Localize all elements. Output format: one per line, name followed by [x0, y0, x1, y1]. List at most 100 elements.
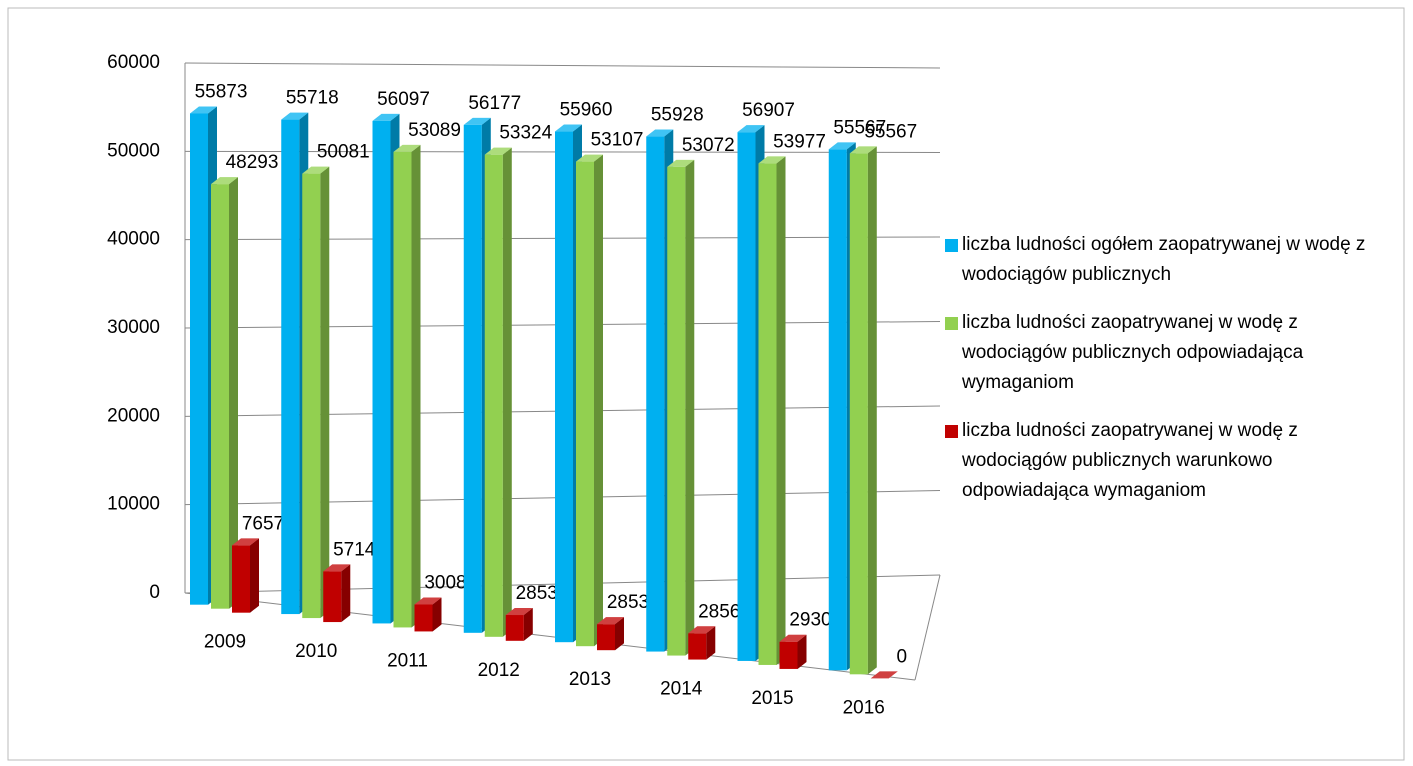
value-label: 7657 [242, 513, 284, 534]
bar-side [502, 147, 512, 637]
bar-side [320, 166, 330, 619]
bar-side [867, 146, 877, 675]
bar-top [828, 142, 856, 150]
bar-side [523, 608, 533, 641]
value-label: 50081 [317, 142, 370, 163]
legend-label: liczba ludności zaopatrywanej w wodę z w… [962, 420, 1298, 501]
value-label: 53324 [499, 123, 552, 144]
bar-top [555, 124, 582, 132]
bar-front [281, 119, 300, 615]
bar-shade [685, 159, 695, 656]
bar-front [576, 161, 594, 647]
bar-top-shade [646, 129, 674, 137]
bar-top-shade [688, 626, 716, 634]
bar [414, 597, 442, 632]
y-tick-label: 0 [149, 582, 160, 603]
bar-side [432, 597, 442, 632]
y-tick-label: 10000 [107, 494, 160, 515]
value-label: 53072 [682, 135, 735, 156]
bar-side [229, 177, 238, 609]
bar-front [737, 132, 756, 661]
bar [779, 634, 807, 669]
bar-front [758, 163, 777, 665]
bar-shade [523, 608, 533, 641]
bar [323, 564, 351, 623]
bar-front [414, 604, 433, 632]
value-label: 55567 [864, 121, 917, 142]
bar-front [372, 120, 391, 624]
bar-front [232, 545, 250, 613]
bar-front [667, 166, 686, 656]
value-label: 2853 [516, 583, 558, 604]
bar-top-shade [484, 147, 512, 155]
bar-side [615, 617, 624, 651]
bar-shade [706, 626, 716, 660]
bar-top [302, 166, 330, 174]
bar-top [758, 156, 786, 164]
value-label: 3008 [424, 573, 466, 594]
bar-top [211, 177, 238, 185]
value-label: 56177 [468, 93, 521, 114]
value-label: 0 [896, 646, 907, 667]
bar [576, 154, 603, 647]
value-label: 2930 [789, 610, 831, 631]
bar-top-shade [505, 608, 533, 616]
y-tick-label: 20000 [107, 405, 160, 426]
bar-top-shade [870, 671, 898, 679]
bar-side [685, 159, 695, 656]
bar-top [323, 564, 351, 572]
value-label: 2856 [698, 601, 740, 622]
bar-top [414, 597, 442, 605]
y-tick-label: 50000 [107, 140, 160, 161]
bar-shade [320, 166, 330, 619]
value-label: 56097 [377, 89, 430, 110]
bar [232, 538, 259, 613]
bar [870, 671, 898, 679]
y-tick-label: 60000 [107, 52, 160, 73]
bar-top-shade [281, 112, 309, 120]
x-tick-label: 2013 [569, 669, 611, 690]
bar-front [646, 136, 665, 652]
bar-top-shade [372, 113, 400, 121]
bar-top-shade [463, 117, 491, 125]
bar-top [232, 538, 259, 546]
legend-swatch [945, 425, 958, 438]
bar-front [849, 153, 868, 675]
value-label: 2853 [607, 592, 649, 613]
bar-top-shade [779, 634, 807, 642]
bar-top-shade [393, 144, 421, 152]
value-label: 53107 [591, 130, 644, 151]
bar-front [211, 184, 229, 609]
bar-front [688, 633, 707, 660]
bar [505, 608, 533, 641]
bar [849, 146, 877, 675]
bar-top [576, 154, 603, 162]
bar-side [797, 634, 807, 669]
bar-side [776, 156, 786, 665]
bar-shade [250, 538, 259, 613]
bar-top-shade [828, 142, 856, 150]
x-tick-label: 2016 [843, 697, 885, 718]
value-label: 53977 [773, 131, 826, 152]
bar-shade [229, 177, 238, 609]
bar-front [463, 124, 482, 633]
bar-shade [341, 564, 351, 623]
bar-front [828, 149, 847, 671]
bar-top [688, 626, 716, 634]
bar-top [372, 113, 400, 121]
bar-side [341, 564, 351, 623]
value-label: 48293 [226, 152, 279, 173]
x-tick-label: 2012 [478, 660, 520, 681]
bar-side [706, 626, 716, 660]
bar-top-shade [667, 159, 695, 167]
bar-shade [594, 154, 603, 647]
legend: liczba ludności ogółem zaopatrywanej w w… [945, 230, 1395, 524]
bar-front [555, 131, 573, 643]
legend-label: liczba ludności zaopatrywanej w wodę z w… [962, 312, 1304, 393]
bar [302, 166, 330, 619]
x-tick-label: 2015 [751, 688, 793, 709]
bar-top [463, 117, 491, 125]
bar-side [250, 538, 259, 613]
legend-item: liczba ludności ogółem zaopatrywanej w w… [945, 230, 1395, 290]
